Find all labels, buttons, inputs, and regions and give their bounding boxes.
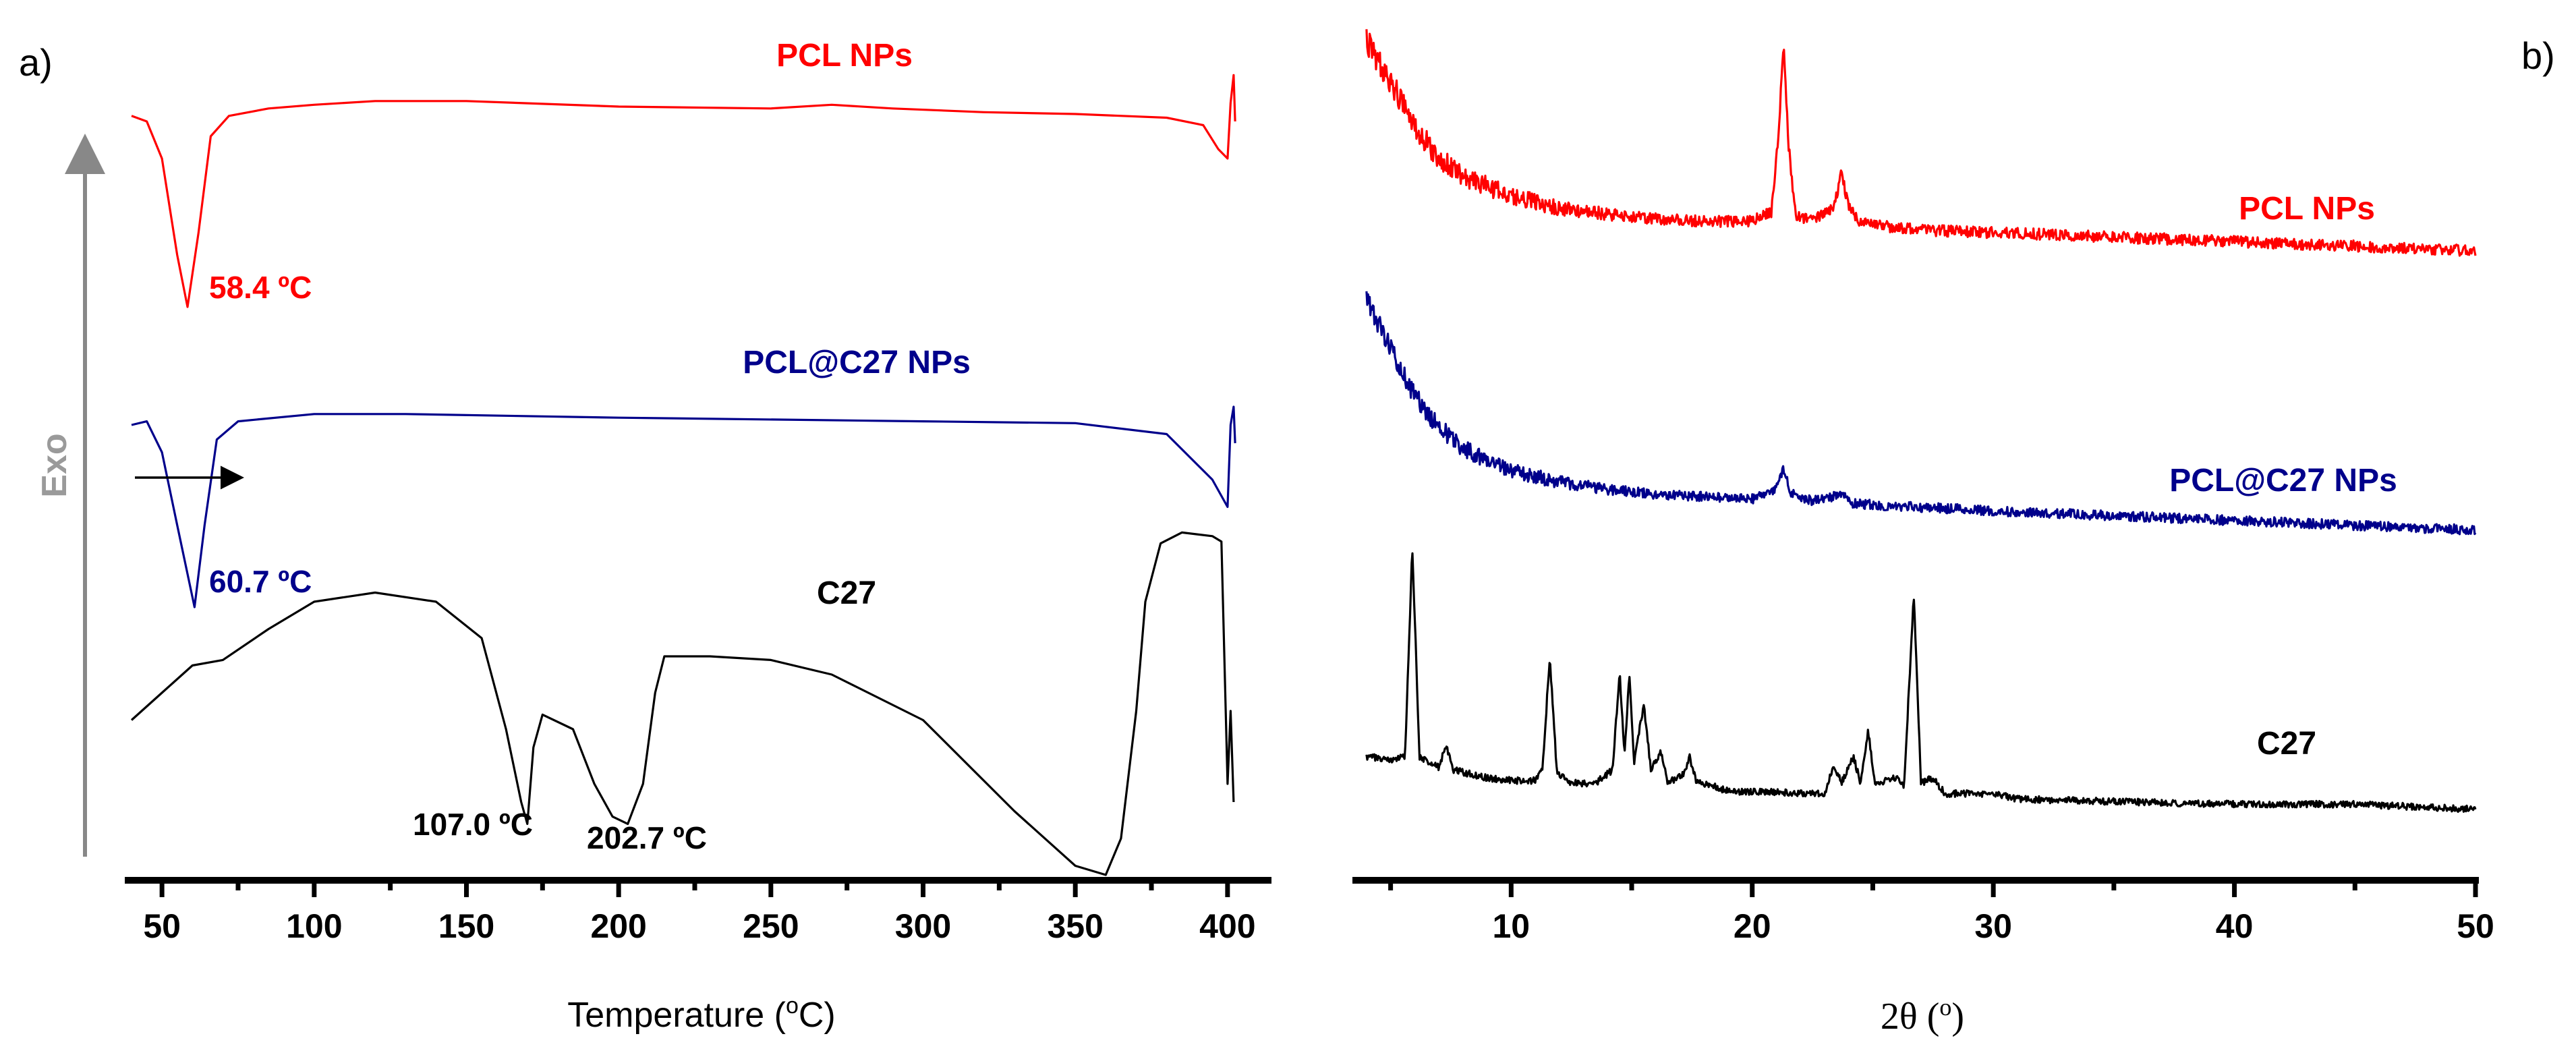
xrd-series-label-c27: C27 <box>2257 726 2316 762</box>
xrd-series-label-pcl-nps: PCL NPs <box>2239 191 2375 227</box>
series-label-c27: C27 <box>817 575 876 611</box>
xrd-curve-pcl-nps <box>1365 29 2477 257</box>
xrd-series-label-pcl-c27-nps: PCL@C27 NPs <box>2169 463 2397 498</box>
x-tick-label-b: 10 <box>1493 907 1530 945</box>
x-tick-label-a: 300 <box>895 907 951 945</box>
x-tick-label-b: 50 <box>2457 907 2494 945</box>
x-tick-label-a: 200 <box>590 907 646 945</box>
x-tick-label-a: 100 <box>286 907 342 945</box>
series-label-pcl-nps: PCL NPs <box>776 38 913 74</box>
x-tick-label-a: 150 <box>438 907 494 945</box>
x-tick-label-b: 30 <box>1974 907 2012 945</box>
x-ticks-b: 10 20 30 40 50 <box>1388 880 2494 945</box>
peak-annotation-pcl-nps: 58.4 ºC <box>209 270 312 305</box>
x-axis-title-b: 2θ (o) <box>1881 994 1964 1037</box>
x-tick-label-a: 50 <box>143 907 181 945</box>
dsc-curve-c27 <box>130 531 1235 876</box>
dsc-panel: a) Exo PCL NPs PCL@C27 NPs C27 58.4 ºC 6… <box>19 38 1271 1035</box>
dsc-curve-pcl-c27-nps <box>131 405 1236 608</box>
peak-annotation-c27-2: 202.7 ºC <box>587 820 707 855</box>
x-axis-title-a: Temperature (oC) <box>567 993 835 1035</box>
x-tick-label-a: 400 <box>1199 907 1255 945</box>
xrd-panel: b) PCL NPs PCL@C27 NPs C27 10 20 30 40 50 2θ… <box>1352 29 2555 1037</box>
dsc-curve-pcl-nps <box>131 74 1236 308</box>
peak-annotation-c27-1: 107.0 ºC <box>413 807 533 842</box>
panel-letter-a: a) <box>19 41 53 84</box>
series-label-pcl-c27-nps: PCL@C27 NPs <box>743 345 971 380</box>
xrd-curve-pcl-c27-nps <box>1365 291 2477 536</box>
x-tick-label-a: 250 <box>743 907 799 945</box>
x-tick-label-b: 20 <box>1734 907 1771 945</box>
y-axis-label-exo: Exo <box>35 433 74 497</box>
x-tick-label-a: 350 <box>1047 907 1103 945</box>
x-ticks-a: 50 100 150 200 250 300 350 400 <box>143 880 1256 945</box>
xrd-curve-c27 <box>1365 552 2477 813</box>
panel-letter-b: b) <box>2521 34 2555 77</box>
peak-annotation-pcl-c27-nps: 60.7 ºC <box>209 564 312 599</box>
x-tick-label-b: 40 <box>2216 907 2254 945</box>
